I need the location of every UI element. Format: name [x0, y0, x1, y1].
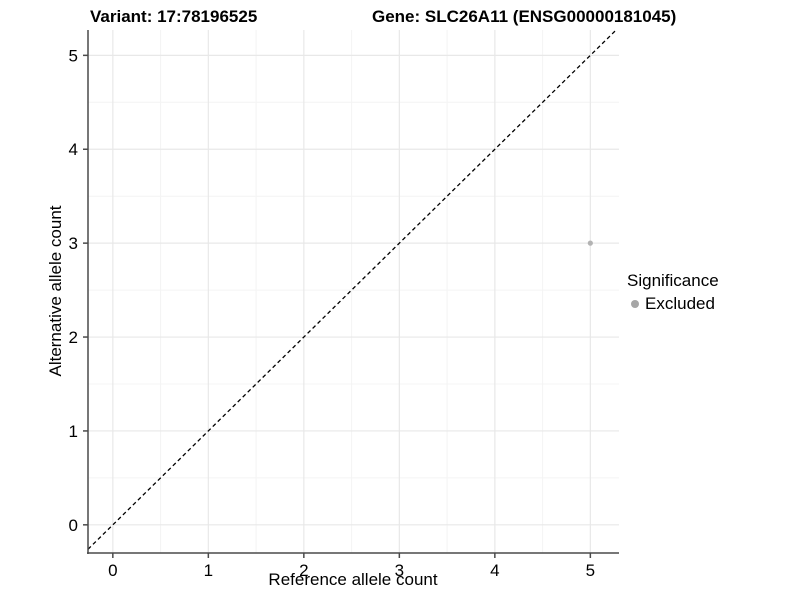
gene-title: Gene: SLC26A11 (ENSG00000181045)	[372, 7, 677, 26]
x-axis-title: Reference allele count	[268, 570, 438, 589]
legend-item-label: Excluded	[645, 294, 715, 313]
svg-text:3: 3	[395, 561, 404, 580]
svg-text:3: 3	[69, 234, 78, 253]
legend-item-excluded: Excluded	[627, 294, 719, 314]
y-axis-title: Alternative allele count	[46, 205, 65, 377]
svg-text:0: 0	[108, 561, 117, 580]
svg-text:2: 2	[69, 328, 78, 347]
excluded-dot-icon	[631, 300, 639, 308]
svg-text:4: 4	[69, 140, 78, 159]
legend-title: Significance	[627, 271, 719, 290]
svg-text:1: 1	[69, 422, 78, 441]
svg-text:5: 5	[69, 46, 78, 65]
svg-text:0: 0	[69, 516, 78, 535]
variant-title: Variant: 17:78196525	[90, 7, 258, 26]
svg-text:5: 5	[586, 561, 595, 580]
svg-text:2: 2	[299, 561, 308, 580]
svg-text:4: 4	[490, 561, 499, 580]
legend: Significance Excluded	[627, 271, 719, 314]
svg-text:1: 1	[204, 561, 213, 580]
